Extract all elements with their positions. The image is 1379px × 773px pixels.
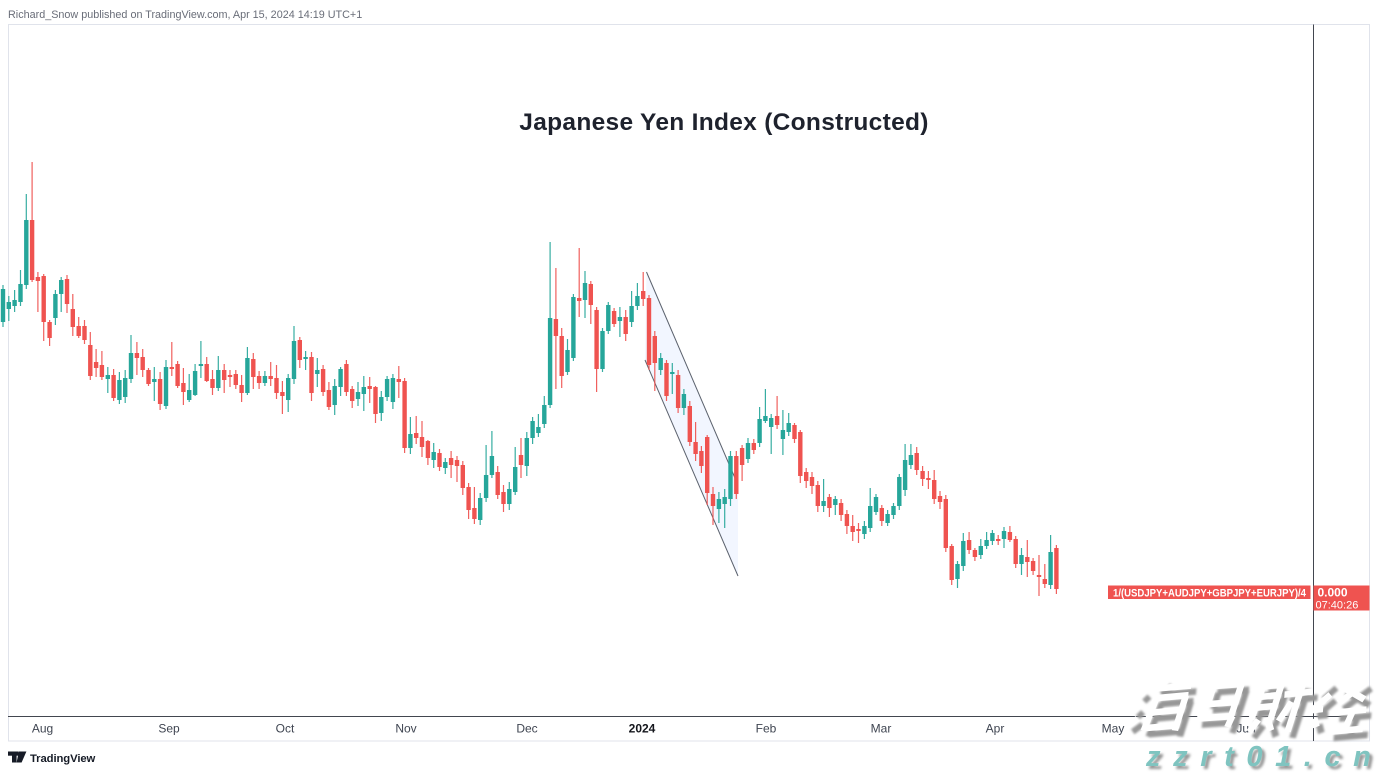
- svg-text:May: May: [1102, 722, 1125, 736]
- svg-text:Apr: Apr: [986, 722, 1005, 736]
- svg-text:Dec: Dec: [516, 722, 537, 736]
- svg-text:Oct: Oct: [276, 722, 295, 736]
- svg-text:Sep: Sep: [158, 722, 180, 736]
- svg-text:Nov: Nov: [395, 722, 416, 736]
- svg-text:zzrt01.cn: zzrt01.cn: [1145, 741, 1379, 773]
- svg-text:1/(USDJPY+AUDJPY+GBPJPY+EURJPY: 1/(USDJPY+AUDJPY+GBPJPY+EURJPY)/4: [1113, 587, 1307, 599]
- svg-text:Mar: Mar: [871, 722, 892, 736]
- svg-text:2024: 2024: [629, 722, 656, 736]
- svg-text:Feb: Feb: [756, 722, 777, 736]
- svg-text:07:40:26: 07:40:26: [1316, 600, 1359, 612]
- svg-text:TradingView: TradingView: [30, 753, 96, 765]
- svg-text:Japanese Yen Index (Constructe: Japanese Yen Index (Constructed): [519, 109, 928, 136]
- svg-text:0.000: 0.000: [1318, 586, 1348, 600]
- svg-text:Richard_Snow published on Trad: Richard_Snow published on TradingView.co…: [8, 9, 362, 21]
- svg-text:Aug: Aug: [32, 722, 53, 736]
